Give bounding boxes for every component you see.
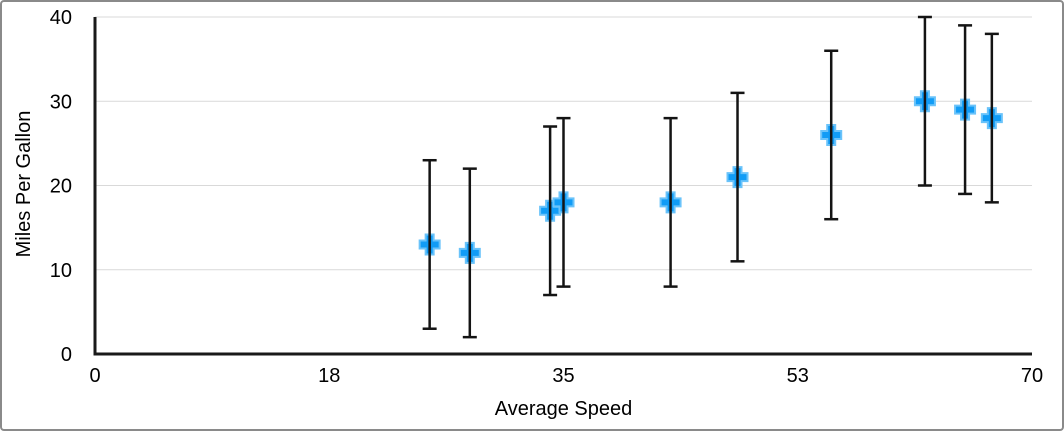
y-tick-label: 30 xyxy=(50,91,72,113)
x-tick-label: 70 xyxy=(1021,365,1043,387)
y-tick-label: 20 xyxy=(50,176,72,198)
y-tick-label: 0 xyxy=(61,344,72,366)
x-tick-label: 53 xyxy=(787,365,809,387)
y-tick-label: 10 xyxy=(50,260,72,282)
x-tick-label: 0 xyxy=(89,365,100,387)
x-tick-label: 35 xyxy=(552,365,574,387)
y-tick-label: 40 xyxy=(50,7,72,29)
x-tick-label: 18 xyxy=(318,365,340,387)
y-axis-title: Miles Per Gallon xyxy=(13,110,35,258)
x-axis-title: Average Speed xyxy=(494,398,633,420)
